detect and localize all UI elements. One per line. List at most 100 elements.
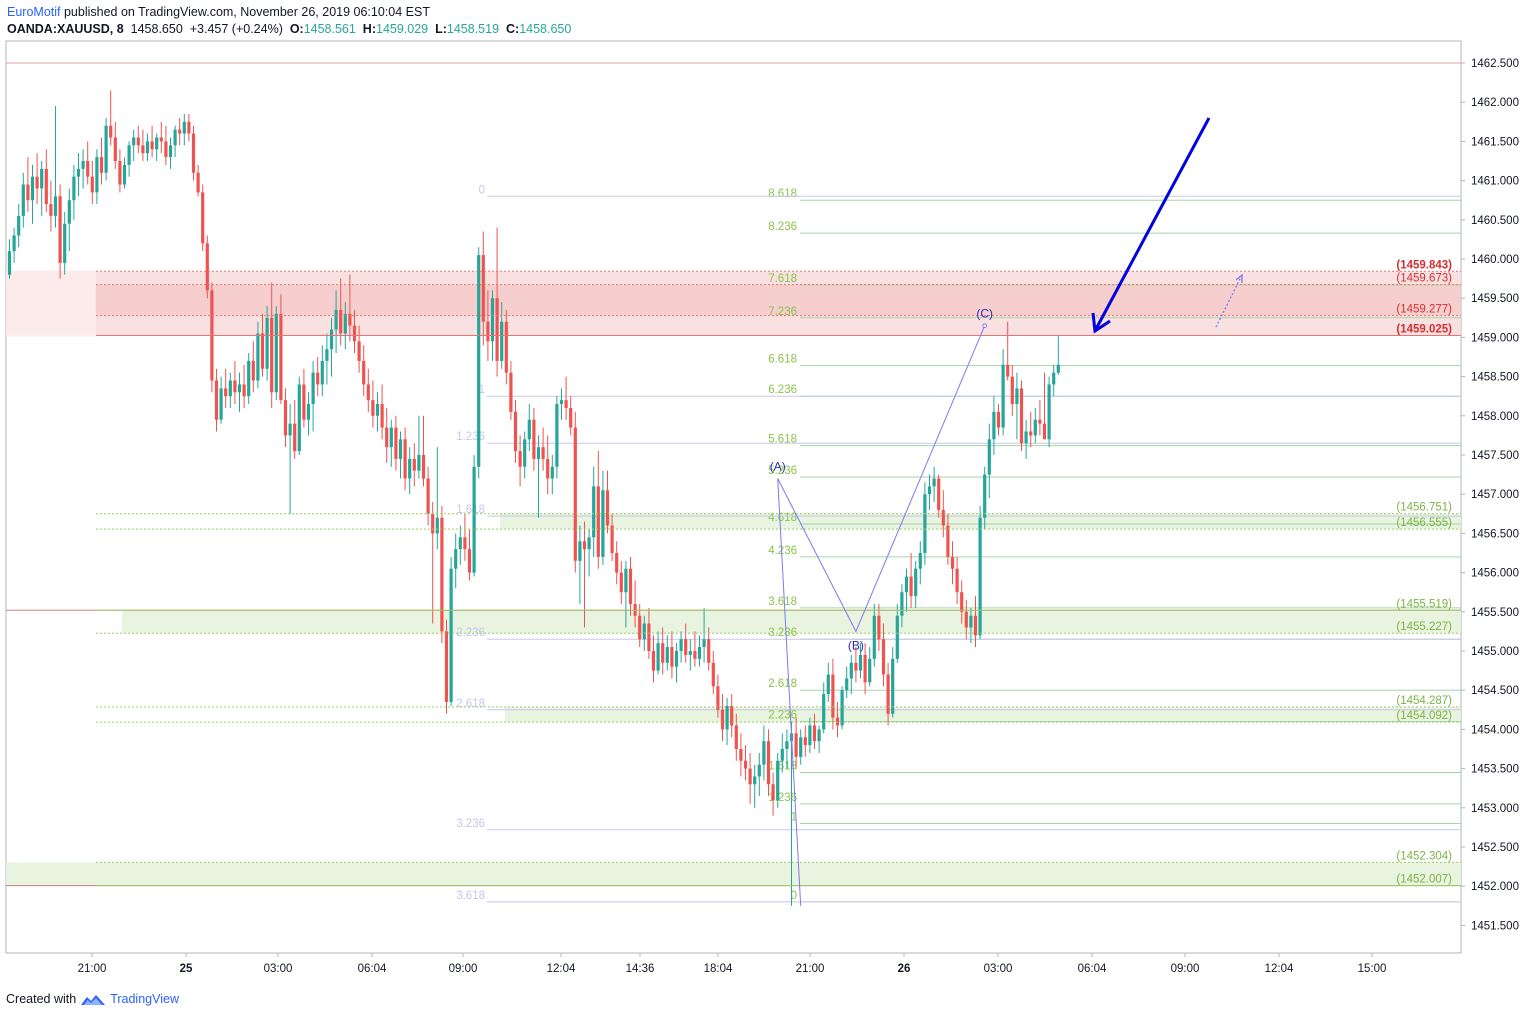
candle-body[interactable] <box>1033 419 1037 436</box>
candle-body[interactable] <box>757 764 761 777</box>
candle-body[interactable] <box>201 192 205 244</box>
candle-body[interactable] <box>205 243 209 291</box>
candle-body[interactable] <box>711 662 715 687</box>
candle-body[interactable] <box>1015 388 1019 405</box>
candle-body[interactable] <box>1047 384 1051 440</box>
candle-body[interactable] <box>141 145 145 154</box>
candle-body[interactable] <box>900 592 904 616</box>
candle-body[interactable] <box>872 615 876 659</box>
candle-body[interactable] <box>932 478 936 487</box>
candle-body[interactable] <box>707 639 711 663</box>
candle-body[interactable] <box>35 176 39 189</box>
candle-body[interactable] <box>440 517 444 632</box>
candle-body[interactable] <box>868 658 872 683</box>
candle-body[interactable] <box>81 161 85 169</box>
candle-body[interactable] <box>730 705 734 726</box>
candle-body[interactable] <box>122 164 127 185</box>
candle-body[interactable] <box>191 133 196 173</box>
candle-body[interactable] <box>822 694 826 730</box>
candle-body[interactable] <box>725 705 729 730</box>
candle-body[interactable] <box>1042 423 1047 440</box>
candle-body[interactable] <box>343 313 347 334</box>
candle-body[interactable] <box>863 654 867 683</box>
candles-layer[interactable] <box>7 90 1060 906</box>
candle-body[interactable] <box>421 455 426 479</box>
candle-body[interactable] <box>435 517 439 534</box>
candle-body[interactable] <box>624 568 628 593</box>
price-chart[interactable]: 8.618 8.236 7.618 7.236 6.618 6.236 5.618 5.236… <box>0 0 1530 990</box>
candle-body[interactable] <box>647 623 651 651</box>
candle-body[interactable] <box>178 129 182 134</box>
candle-body[interactable] <box>431 513 435 534</box>
candle-body[interactable] <box>159 137 163 142</box>
candle-body[interactable] <box>320 360 324 385</box>
candle-body[interactable] <box>1029 431 1033 436</box>
candle-body[interactable] <box>817 729 821 742</box>
author-link[interactable]: EuroMotif <box>7 5 61 19</box>
candle-body[interactable] <box>950 556 955 569</box>
candle-body[interactable] <box>1038 419 1042 424</box>
candle-body[interactable] <box>394 427 398 459</box>
candle-body[interactable] <box>1052 372 1056 385</box>
candle-body[interactable] <box>21 184 25 216</box>
candle-body[interactable] <box>256 333 260 381</box>
candle-body[interactable] <box>927 486 932 495</box>
candle-body[interactable] <box>288 423 292 436</box>
candle-body[interactable] <box>95 157 99 193</box>
candle-body[interactable] <box>251 360 255 381</box>
candle-body[interactable] <box>799 737 803 757</box>
candle-body[interactable] <box>812 725 817 742</box>
candle-body[interactable] <box>536 447 541 459</box>
candle-body[interactable] <box>265 317 269 369</box>
candle-body[interactable] <box>150 141 154 150</box>
candle-body[interactable] <box>923 494 927 553</box>
candle-body[interactable] <box>76 168 81 177</box>
candle-body[interactable] <box>569 407 573 428</box>
candle-body[interactable] <box>739 749 743 761</box>
tradingview-link[interactable]: TradingView <box>110 992 179 1006</box>
candle-body[interactable] <box>688 651 692 655</box>
candle-body[interactable] <box>845 678 849 691</box>
candle-body[interactable] <box>426 478 430 514</box>
candle-body[interactable] <box>592 486 596 538</box>
candle-body[interactable] <box>776 760 780 800</box>
candle-body[interactable] <box>306 404 311 420</box>
candle-body[interactable] <box>463 537 467 550</box>
candle-body[interactable] <box>766 741 771 785</box>
candle-body[interactable] <box>550 466 554 479</box>
candle-body[interactable] <box>228 380 232 397</box>
candle-body[interactable] <box>527 419 531 440</box>
candle-body[interactable] <box>67 200 71 224</box>
candle-body[interactable] <box>674 651 679 667</box>
candle-body[interactable] <box>385 427 389 448</box>
candle-body[interactable] <box>155 137 159 150</box>
candle-body[interactable] <box>573 427 577 561</box>
candle-body[interactable] <box>477 255 481 467</box>
candle-body[interactable] <box>302 384 306 420</box>
candle-body[interactable] <box>113 137 117 161</box>
candle-body[interactable] <box>697 647 702 659</box>
candle-body[interactable] <box>509 372 513 412</box>
candle-body[interactable] <box>274 313 278 393</box>
tradingview-logo-icon[interactable] <box>80 993 106 1006</box>
candle-body[interactable] <box>44 168 48 205</box>
candle-body[interactable] <box>173 129 177 146</box>
candle-body[interactable] <box>743 760 748 769</box>
candle-body[interactable] <box>555 404 559 467</box>
candle-body[interactable] <box>840 690 844 726</box>
candle-body[interactable] <box>224 388 228 397</box>
candle-body[interactable] <box>30 176 35 201</box>
candle-body[interactable] <box>578 541 582 561</box>
candle-body[interactable] <box>628 568 633 604</box>
candle-body[interactable] <box>283 400 288 436</box>
candle-body[interactable] <box>992 411 996 440</box>
candle-body[interactable] <box>72 176 76 201</box>
candle-body[interactable] <box>334 309 338 330</box>
candle-body[interactable] <box>1056 364 1060 373</box>
candle-body[interactable] <box>513 411 518 452</box>
candle-body[interactable] <box>946 525 950 557</box>
candle-body[interactable] <box>444 631 449 702</box>
candle-body[interactable] <box>835 717 840 726</box>
candle-body[interactable] <box>762 741 766 765</box>
candle-body[interactable] <box>279 313 283 401</box>
